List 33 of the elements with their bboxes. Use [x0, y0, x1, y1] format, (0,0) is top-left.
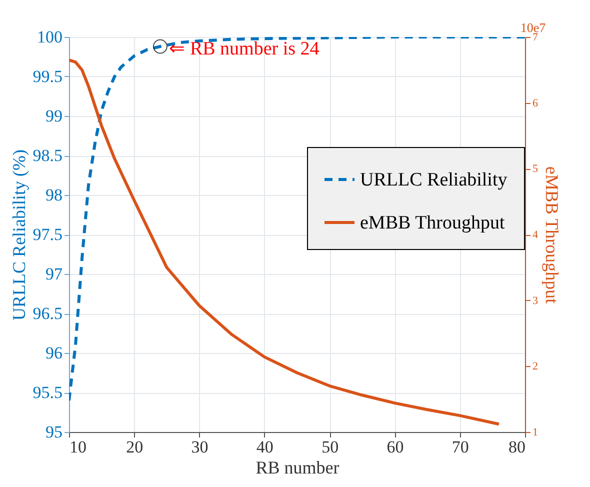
y2-tick-label: 7	[532, 32, 538, 44]
y2-tick-label: 5	[532, 163, 538, 176]
legend-label: URLLC Reliability	[360, 170, 508, 190]
y-tick-label: 95	[46, 422, 62, 442]
x-tick-label: 30	[191, 438, 208, 456]
y-tick-label: 97	[46, 264, 63, 284]
y-tick-label: 98	[46, 186, 62, 204]
y-axis-title: URLLC Reliability (%)	[8, 150, 29, 320]
y-tick-label: 96	[46, 344, 62, 362]
y2-tick-label: 4	[532, 229, 538, 241]
y-tick-label: 99.5	[32, 67, 62, 86]
x-tick-label: 20	[126, 438, 144, 456]
x-axis-title: RB number	[256, 458, 340, 478]
x-tick-label: 10	[70, 438, 86, 456]
y-tick-label: 99	[46, 106, 62, 126]
x-tick-label: 70	[452, 438, 469, 456]
y2-tick-label: 6	[532, 97, 538, 110]
y-tick-label: 97.5	[32, 225, 62, 244]
legend-label: eMBB Throughput	[360, 212, 506, 234]
x-tick-label: 50	[322, 438, 339, 456]
x-tick-label: 80	[508, 438, 526, 456]
x-tick-label: 40	[256, 438, 274, 456]
x-tick-label: 60	[386, 438, 404, 456]
line-series	[69, 37, 525, 402]
y-tick-label: 95.5	[32, 383, 62, 402]
y-tick-label: 100	[37, 28, 62, 46]
y2-tick-label: 1	[532, 426, 538, 438]
y2-tick-label: 3	[532, 294, 538, 307]
y-tick-label: 96.5	[32, 304, 62, 323]
y2-tick-label: 2	[532, 360, 538, 373]
y2-axis-title: eMBB Throughput	[542, 166, 562, 304]
annotation: ⇐ RB number is 24	[169, 38, 320, 60]
y-tick-label: 98.5	[32, 146, 62, 165]
